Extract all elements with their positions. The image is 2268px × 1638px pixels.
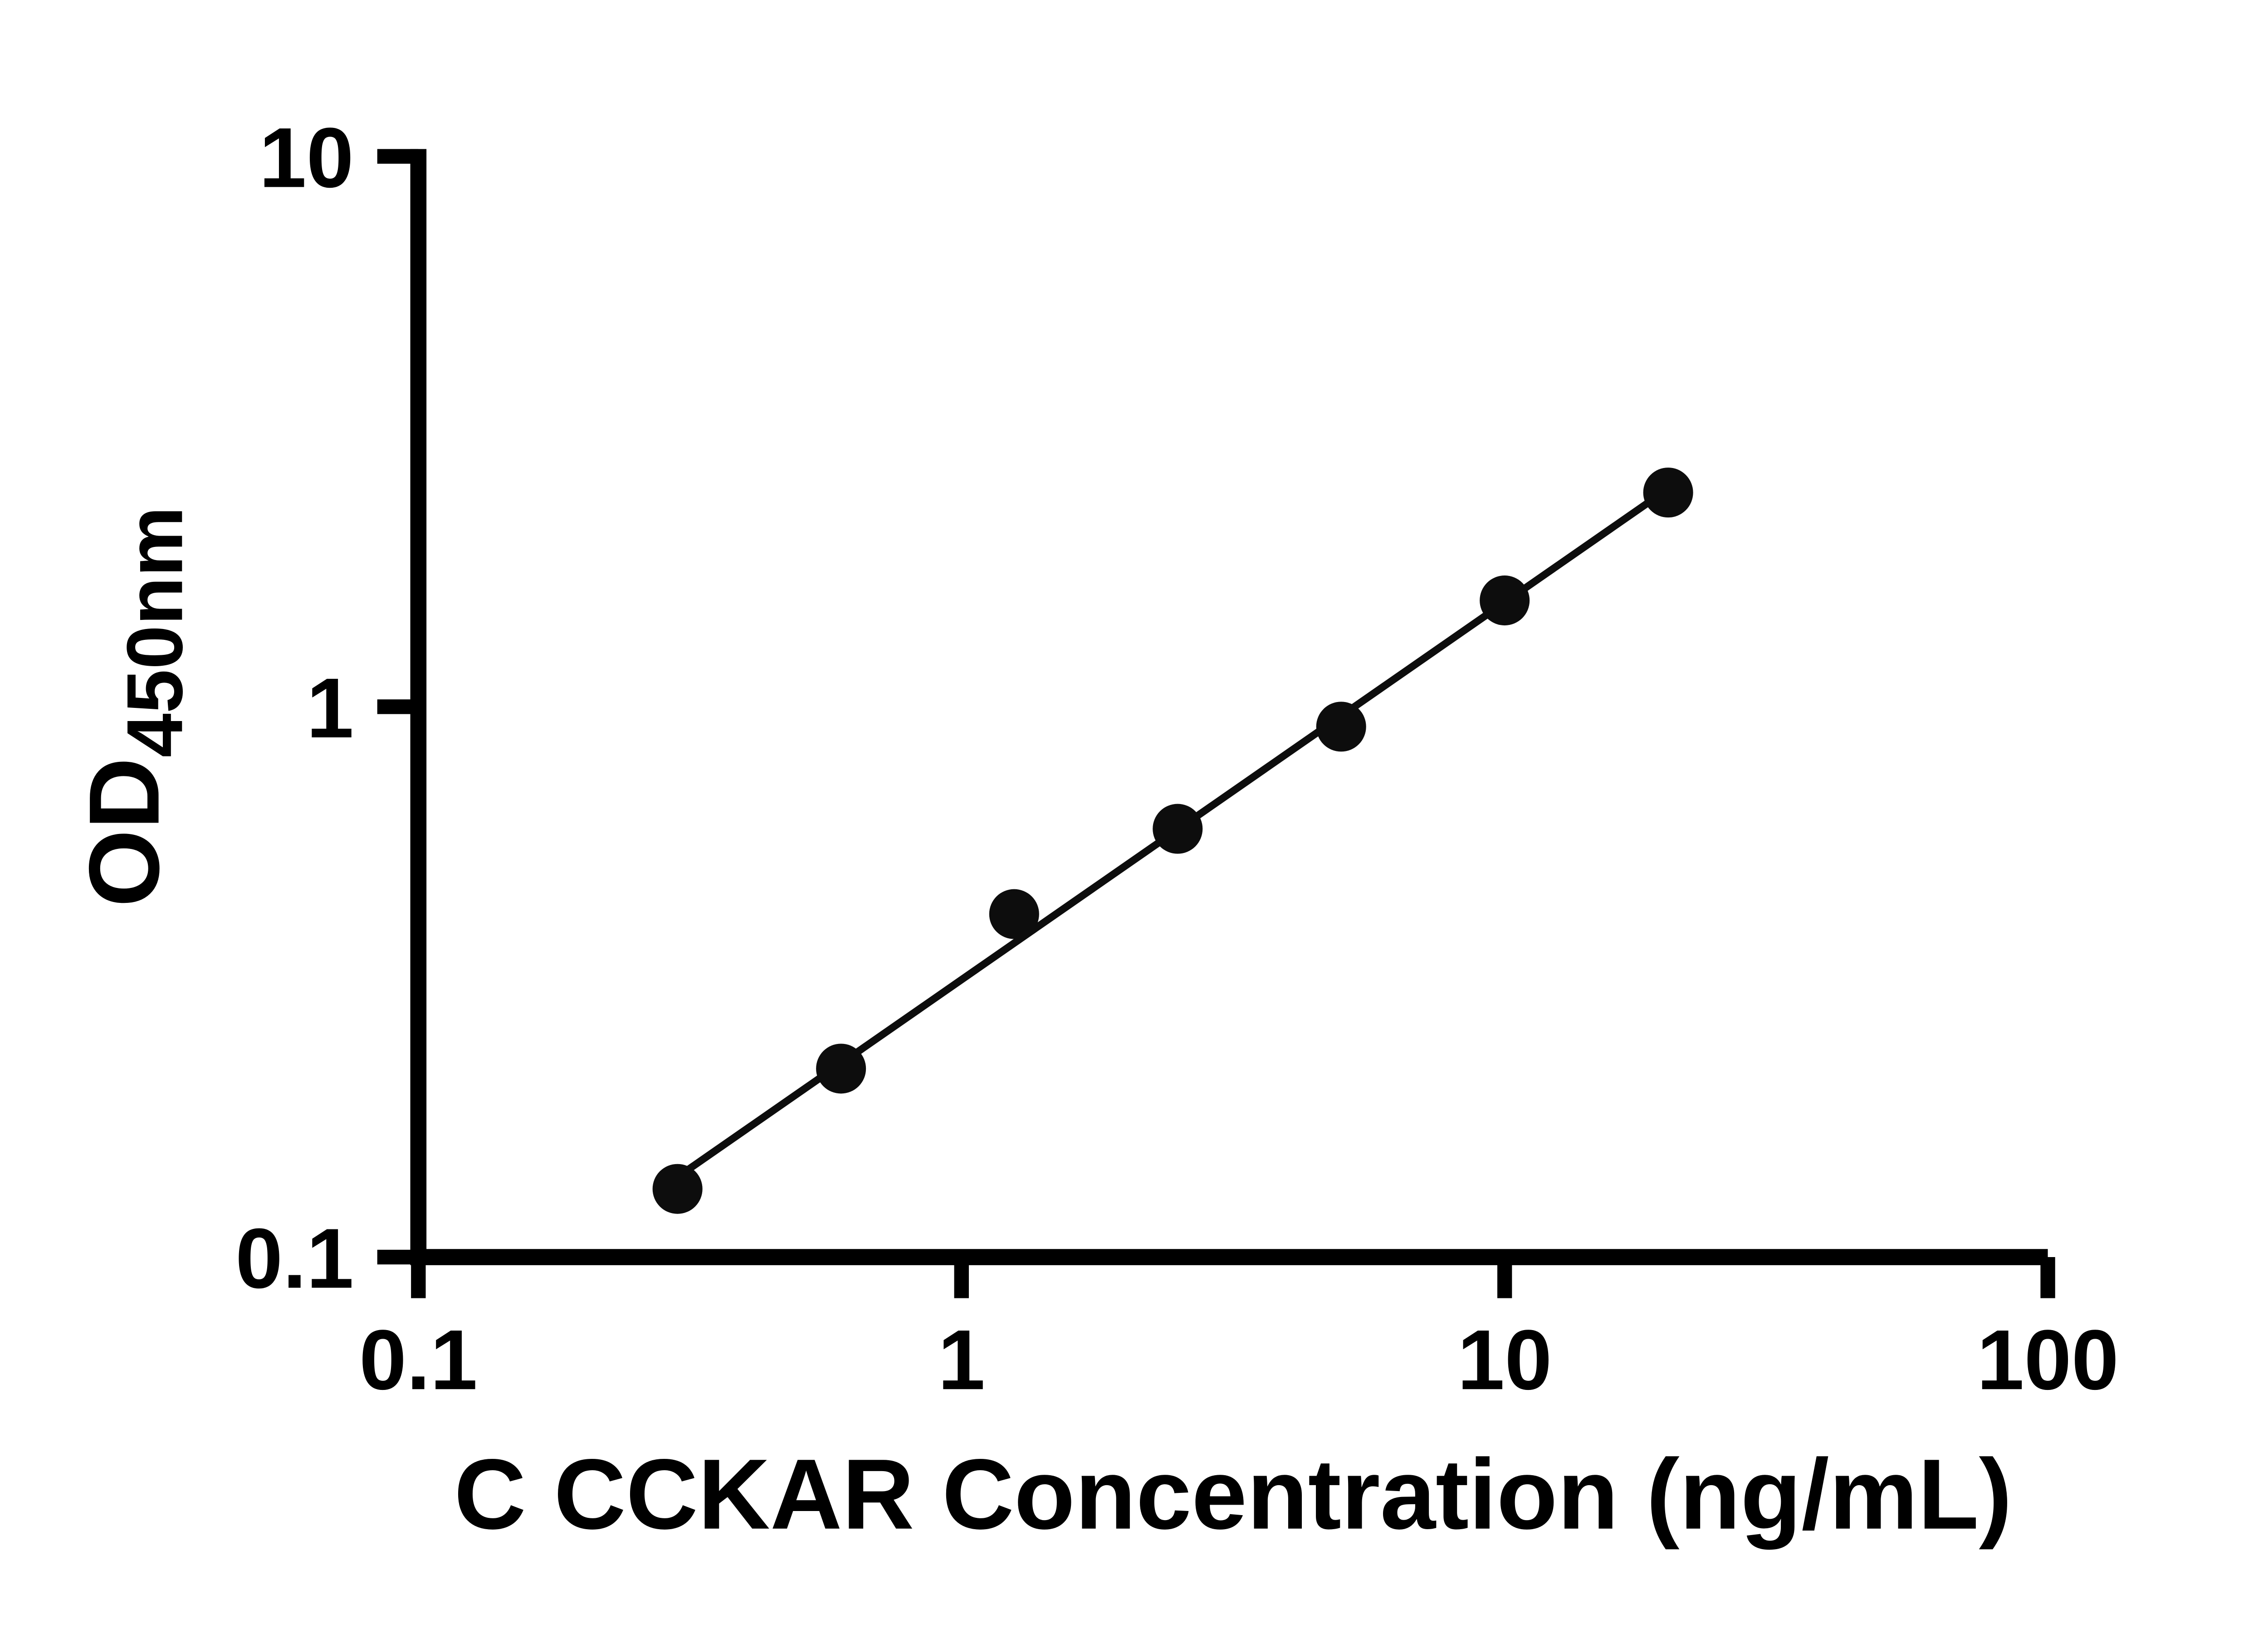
y-axis-title: OD450nm: [68, 507, 200, 907]
x-axis-tick-label: 100: [1977, 1312, 2119, 1407]
x-axis-tick-label: 10: [1457, 1312, 1552, 1407]
data-point: [989, 889, 1039, 939]
data-point: [652, 1164, 703, 1214]
plot-area: 0.1 1 10 0.1 1 10 100: [235, 110, 2119, 1407]
data-point: [1153, 804, 1203, 854]
data-point: [1480, 575, 1530, 626]
y-axis-title-subscript: 450nm: [111, 507, 199, 758]
data-point: [1316, 702, 1366, 752]
x-axis-tick-label: 1: [938, 1312, 985, 1407]
x-axis-tick-label: 0.1: [359, 1312, 478, 1407]
data-point: [1643, 468, 1693, 518]
y-axis-tick-label: 10: [259, 110, 354, 205]
x-axis-title: C CCKAR Concentration (ng/mL): [454, 1438, 2012, 1550]
y-axis-title-base: OD: [68, 757, 180, 907]
axes-frame: [410, 149, 2048, 1265]
data-point: [816, 1043, 866, 1094]
y-axis-tick-label: 0.1: [235, 1211, 354, 1306]
y-axis-tick-label: 1: [307, 660, 354, 756]
